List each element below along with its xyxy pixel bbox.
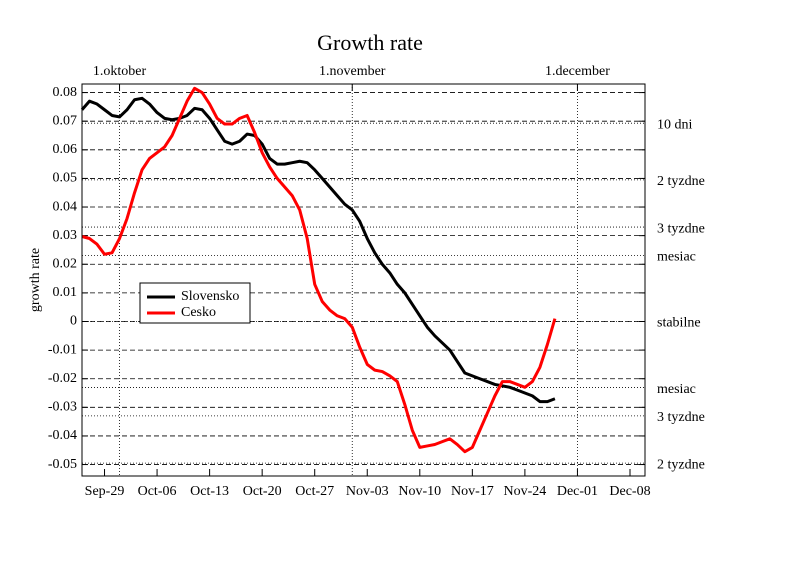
reference-label: mesiac [657,250,696,265]
y-tick-label: 0.05 [53,171,78,186]
y-tick-label: 0.08 [53,85,78,100]
legend-box [139,282,251,324]
x-tick-label: Dec-01 [557,484,598,499]
x2-tick-label: 1.november [319,64,386,79]
y-tick-label: -0.03 [48,400,77,415]
y-tick-label: 0.02 [53,256,78,271]
plot-frame [81,83,646,477]
y-tick-label: -0.04 [48,428,77,443]
x-tick-label: Nov-17 [451,484,494,499]
x-tick-label: Nov-10 [398,484,441,499]
y-tick-label: -0.02 [48,371,77,386]
y-tick-label: 0.04 [53,199,78,214]
x-tick-label: Oct-06 [138,484,177,499]
x-tick-label: Dec-08 [609,484,650,499]
y-tick-label: 0.03 [53,228,78,243]
y-tick-label: -0.01 [48,342,77,357]
chart-title: Growth rate [317,30,423,55]
x2-tick-label: 1.december [545,64,610,79]
legend-label: Slovensko [181,289,239,304]
reference-label: 2 tyzdne [657,174,705,189]
reference-label: stabilne [657,316,701,331]
reference-label: 2 tyzdne [657,457,705,472]
x-tick-label: Sep-29 [85,484,125,499]
x-tick-label: Nov-24 [504,484,547,499]
series-line [81,86,557,454]
y-tick-label: 0.06 [53,142,78,157]
plot-area: 0.08 0.07 0.06 0.05 0.04 0.03 0.02 0.01 0 -0.01 -0… [48,64,705,499]
y-axis-label: growth rate [28,248,43,312]
y-tick-label: 0.07 [53,113,78,128]
y-tick-label: 0.01 [53,285,78,300]
legend-label: Cesko [181,305,216,320]
reference-label: 3 tyzdne [657,410,705,425]
reference-label: 10 dni [657,117,693,132]
reference-label: mesiac [657,382,696,397]
y-tick-label: -0.05 [48,457,77,472]
x-tick-label: Oct-20 [243,484,282,499]
x2-tick-label: 1.oktober [93,64,147,79]
series-line [80,96,556,404]
x-tick-label: Oct-27 [295,484,334,499]
x-tick-label: Oct-13 [190,484,229,499]
reference-label: 3 tyzdne [657,221,705,236]
y-tick-label: 0 [70,314,77,329]
x-tick-label: Nov-03 [346,484,389,499]
